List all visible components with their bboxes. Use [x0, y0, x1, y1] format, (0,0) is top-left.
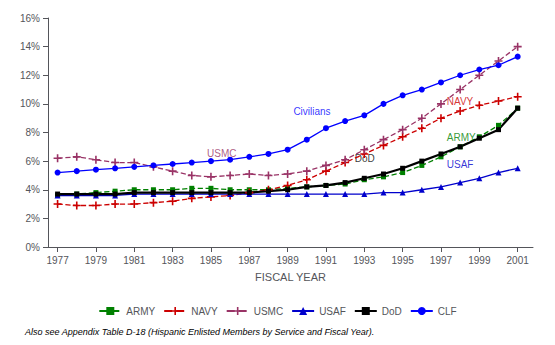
svg-text:1999: 1999 [468, 255, 491, 266]
svg-text:DoD: DoD [354, 153, 375, 165]
svg-text:14%: 14% [20, 41, 40, 52]
svg-text:1977: 1977 [46, 255, 69, 266]
svg-text:CLF: CLF [438, 306, 457, 317]
svg-text:10%: 10% [20, 98, 40, 109]
svg-text:1997: 1997 [430, 255, 453, 266]
svg-text:6%: 6% [26, 156, 41, 167]
svg-text:1987: 1987 [238, 255, 261, 266]
svg-text:ARMY: ARMY [126, 306, 155, 317]
svg-text:DoD: DoD [382, 306, 402, 317]
svg-text:2%: 2% [26, 213, 41, 224]
svg-text:12%: 12% [20, 70, 40, 81]
svg-text:16%: 16% [20, 13, 40, 24]
svg-text:1981: 1981 [123, 255, 146, 266]
svg-text:2001: 2001 [507, 255, 530, 266]
svg-text:1995: 1995 [392, 255, 415, 266]
svg-text:USAF: USAF [447, 159, 474, 170]
svg-text:8%: 8% [26, 127, 41, 138]
svg-text:1989: 1989 [276, 255, 299, 266]
svg-text:NAVY: NAVY [191, 306, 218, 317]
svg-text:Also see Appendix Table D-18 (: Also see Appendix Table D-18 (Hispanic E… [24, 327, 374, 337]
svg-text:Civilians: Civilians [293, 106, 330, 117]
svg-text:1983: 1983 [161, 255, 184, 266]
svg-text:NAVY: NAVY [447, 96, 474, 107]
svg-text:USAF: USAF [319, 306, 346, 317]
svg-text:1979: 1979 [85, 255, 108, 266]
svg-text:1985: 1985 [200, 255, 223, 266]
svg-text:FISCAL YEAR: FISCAL YEAR [255, 271, 326, 283]
svg-text:USMC: USMC [254, 306, 283, 317]
svg-text:USMC: USMC [207, 148, 236, 159]
svg-text:1991: 1991 [315, 255, 338, 266]
svg-text:ARMY: ARMY [446, 132, 476, 143]
svg-text:0%: 0% [26, 242, 41, 253]
svg-text:4%: 4% [26, 184, 41, 195]
svg-text:1993: 1993 [353, 255, 376, 266]
